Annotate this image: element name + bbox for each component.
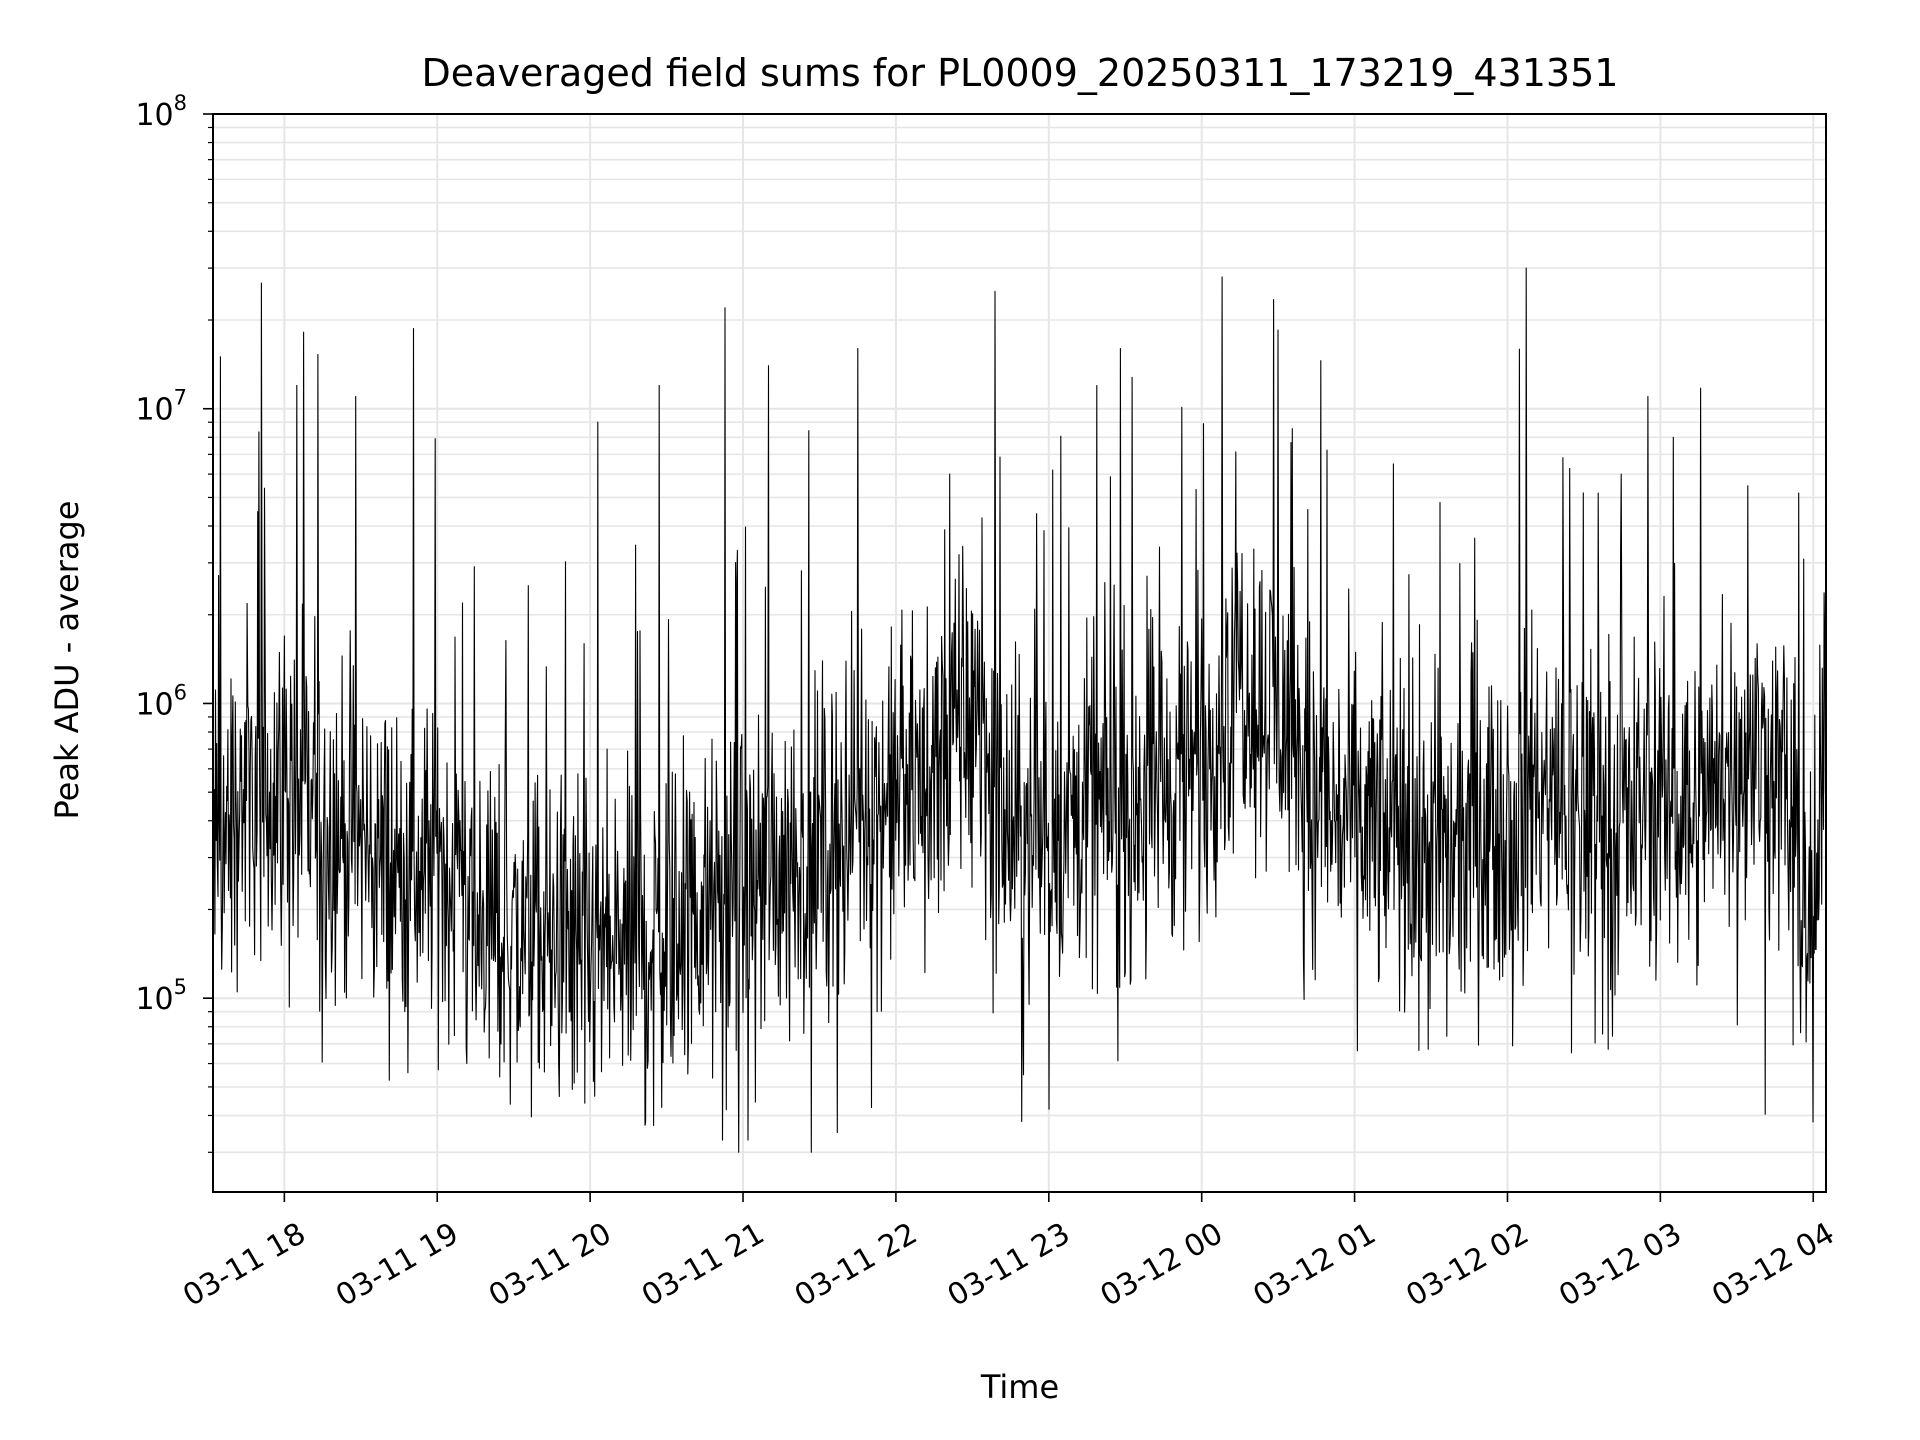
chart-title: Deaveraged field sums for PL0009_2025031… [422, 51, 1619, 95]
y-tick-exponent: 6 [174, 680, 187, 704]
x-axis-title: Time [980, 1368, 1059, 1406]
y-axis-title: Peak ADU - average [48, 501, 86, 820]
y-tick-exponent: 8 [174, 91, 187, 115]
axes-frame [212, 113, 1827, 1193]
y-tick-exponent: 7 [174, 386, 187, 410]
plot-area [212, 267, 1827, 1153]
y-tick-exponent: 5 [174, 975, 187, 999]
series-line [212, 267, 1827, 1153]
